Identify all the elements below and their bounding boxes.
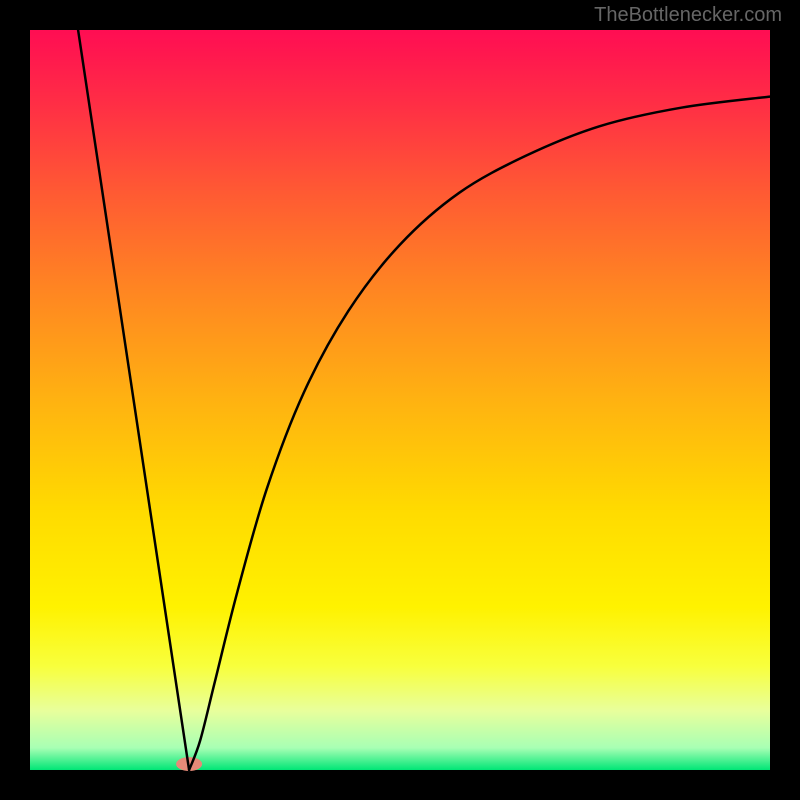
chart-svg [0, 0, 800, 800]
watermark-text: TheBottlenecker.com [594, 4, 782, 27]
chart-container: TheBottlenecker.com [0, 0, 800, 800]
chart-plot-bg [30, 30, 770, 770]
